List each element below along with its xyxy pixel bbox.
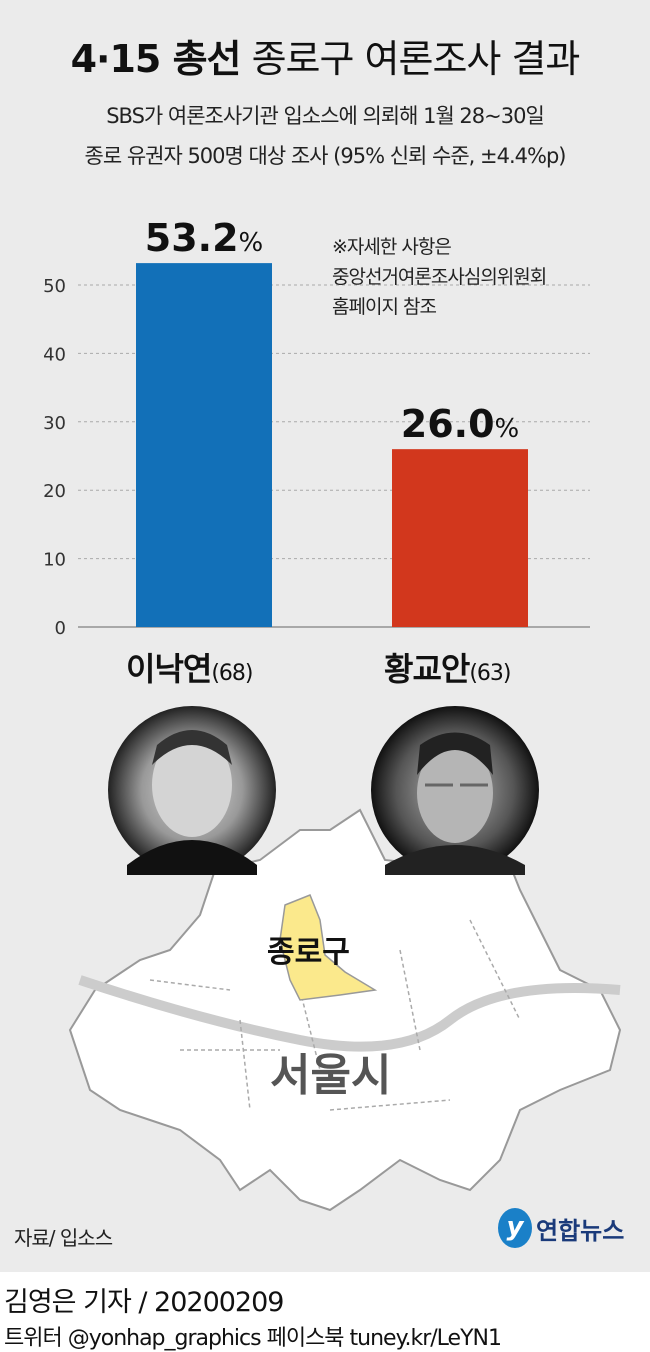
note-line: ※자세한 사항은: [332, 236, 452, 258]
bar-chart: 0 10 20 30 40 50 53.2% 26.0%: [43, 216, 590, 639]
note: ※자세한 사항은 중앙선거여론조사심의위원회 홈페이지 참조: [332, 232, 547, 322]
bar-1: [136, 263, 272, 627]
y-tick-label: 40: [43, 344, 66, 365]
candidate-label-2: 황교안(63): [384, 650, 512, 688]
y-tick-label: 20: [43, 481, 66, 502]
source: 자료/ 입소스: [14, 1226, 113, 1250]
yonhap-logo-icon: y: [498, 1208, 532, 1248]
byline: 김영은 기자 / 20200209: [4, 1287, 284, 1318]
han-river: [78, 975, 621, 1052]
page-title: 4·15 총선 종로구 여론조사 결과: [70, 37, 581, 81]
y-tick-label: 0: [55, 618, 66, 639]
data-label: 26.0%: [401, 402, 519, 446]
logo-text: 연합뉴스: [536, 1216, 625, 1245]
jongno-district: [279, 894, 378, 1001]
bar-2: [392, 449, 528, 627]
y-tick-label: 30: [43, 413, 66, 434]
subtitle-line2: 종로 유권자 500명 대상 조사 (95% 신뢰 수준, ±4.4%p): [84, 144, 567, 168]
y-tick-label: 50: [43, 276, 66, 297]
social-links: 트위터 @yonhap_graphics 페이스북 tuney.kr/LeYN1: [4, 1326, 502, 1351]
y-tick-label: 10: [43, 550, 66, 571]
candidate-label-1: 이낙연(68): [126, 650, 254, 688]
district-label: 종로구: [267, 935, 350, 970]
candidate-photo-2: [371, 706, 539, 875]
infographic: 4·15 총선 종로구 여론조사 결과 SBS가 여론조사기관 입소스에 의뢰해…: [0, 0, 650, 1272]
logo: y 연합뉴스: [498, 1208, 624, 1248]
subtitle-line1: SBS가 여론조사기관 입소스에 의뢰해 1월 28~30일: [106, 104, 545, 128]
note-line: 홈페이지 참조: [332, 296, 437, 318]
note-line: 중앙선거여론조사심의위원회: [332, 266, 547, 288]
seoul-map: 종로구 서울시: [68, 808, 622, 1212]
data-label: 53.2%: [145, 216, 263, 260]
city-label: 서울시: [270, 1050, 391, 1101]
seoul-outline: [68, 808, 622, 1212]
candidate-photo-1: [108, 706, 276, 875]
